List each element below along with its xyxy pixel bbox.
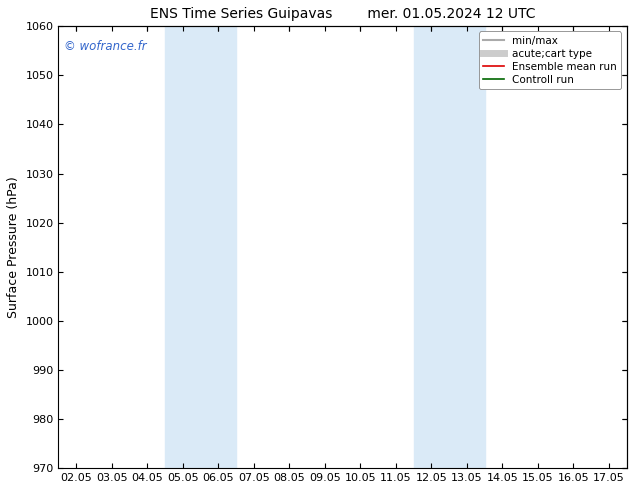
Text: © wofrance.fr: © wofrance.fr — [64, 40, 147, 52]
Bar — [413, 26, 449, 468]
Bar — [449, 26, 484, 468]
Y-axis label: Surface Pressure (hPa): Surface Pressure (hPa) — [7, 176, 20, 318]
Bar — [200, 26, 236, 468]
Title: ENS Time Series Guipavas        mer. 01.05.2024 12 UTC: ENS Time Series Guipavas mer. 01.05.2024… — [150, 7, 535, 21]
Legend: min/max, acute;cart type, Ensemble mean run, Controll run: min/max, acute;cart type, Ensemble mean … — [479, 31, 621, 89]
Bar — [165, 26, 200, 468]
